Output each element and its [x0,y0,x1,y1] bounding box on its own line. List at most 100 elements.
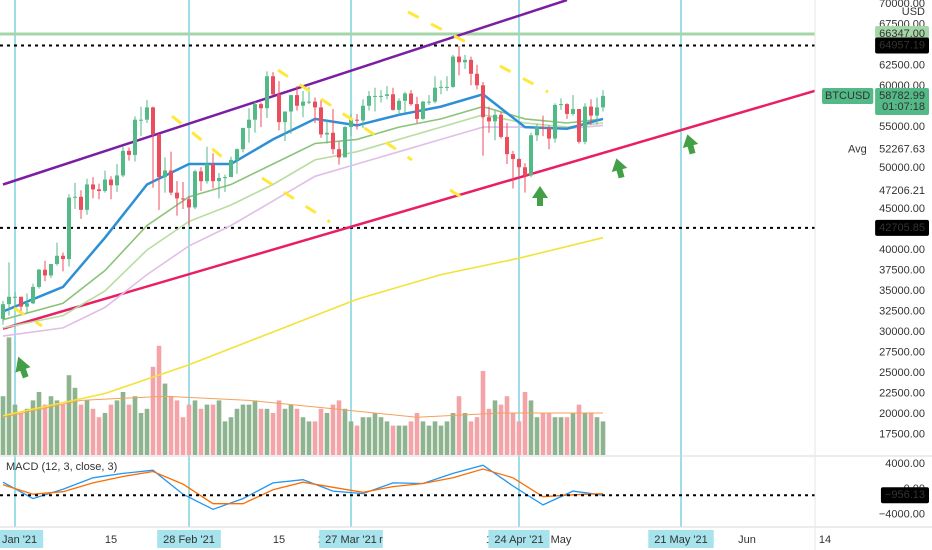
volume-bar [342,408,348,455]
level-label-box [875,219,929,236]
volume-bar [486,408,492,455]
candle-body [37,269,41,287]
y-tick-label: 30000.00 [879,326,925,338]
volume-bar [312,421,318,455]
candle-body [97,189,101,192]
symbol-box [822,88,874,105]
trendline [2,89,815,330]
y-tick-label: 20000.00 [879,408,925,420]
volume-bar [276,400,282,455]
volume-bar [234,408,240,455]
volume-bar [12,404,18,455]
y-tick-label: 22500.00 [879,387,925,399]
candle-body [1,304,5,319]
candle-body [103,179,107,192]
volume-bar [540,413,546,455]
x-tick-label: 28 Feb '21 [163,534,215,546]
volume-bar [192,400,198,455]
volume-bar [108,404,114,455]
candle-body [595,107,599,116]
volume-bar [138,413,144,455]
candle-body [199,171,203,182]
candle-body [445,86,449,88]
volume-bar [30,400,36,455]
volume-bar [594,417,600,455]
candle-body [223,177,227,179]
candle-body [277,94,281,123]
candle-body [295,95,299,106]
volume-bar [570,413,576,455]
candle-body [565,104,569,114]
candle-body [175,192,179,199]
indicator-title: MACD (12, 3, close, 3) [6,461,117,473]
volume-bar [102,413,108,455]
candle-body [523,167,527,176]
candle-body [583,106,587,142]
candle-body [481,85,485,118]
candle-body [31,286,35,304]
volume-bar [198,408,204,455]
candle-body [139,119,143,121]
candle-body [475,73,479,86]
volume-bar [288,404,294,455]
candle-body [211,163,215,182]
candle-body [217,177,221,182]
volume-bar [318,408,324,455]
level-label: 64957.19 [879,39,925,51]
x-tick-label: 21 May '21 [654,534,707,546]
macd-line [2,468,604,505]
x-tick-box [319,530,383,548]
volume-bar [390,425,396,455]
plot-area [0,0,815,527]
volume-bar [204,404,210,455]
volume-bar [42,404,48,455]
y-tick-label: 50000.00 [879,162,925,174]
countdown: 01:07:18 [882,101,925,113]
volume-bar [504,396,510,455]
candle-body [145,107,149,120]
volume-bar [432,421,438,455]
candle-body [181,198,185,200]
volume-bar [222,421,228,455]
volume-bar [144,408,150,455]
volume-bar [228,417,234,455]
y-tick-label: 37500.00 [879,264,925,276]
volume-bar [126,404,132,455]
volume-bar [306,421,312,455]
candle-body [391,94,395,110]
x-tick-label: Jun [738,534,756,546]
dashed-trend [499,64,549,94]
volume-bar [546,413,552,455]
candle-body [331,132,335,150]
macd-tick-label: 4000.00 [885,458,925,470]
candle-body [409,93,413,105]
volume-bar [438,425,444,455]
macd-line [2,464,604,511]
volume-bar [378,417,384,455]
candle-body [373,95,377,97]
volume-bar [516,421,522,455]
level-label: 66347.00 [879,28,925,40]
candle-body [7,296,11,305]
moving-average [2,113,604,329]
volume-bar [480,371,486,455]
volume-bar [324,413,330,455]
candle-body [283,111,287,123]
candle-body [151,107,155,135]
y-tick-label: 27500.00 [879,346,925,358]
candle-body [535,127,539,136]
arrow [611,158,628,179]
dashed-trend [407,10,467,44]
candle-body [313,101,317,108]
volume-bar [420,421,426,455]
level-label: 42705.85 [879,222,925,234]
x-tick-label: 27 Mar '21 [325,534,377,546]
candle-body [85,184,89,210]
candle-body [493,114,497,122]
candle-body [247,119,251,128]
candle-body [571,109,575,114]
candle-body [157,134,161,178]
macd-tick-label: −4000.00 [879,508,925,520]
